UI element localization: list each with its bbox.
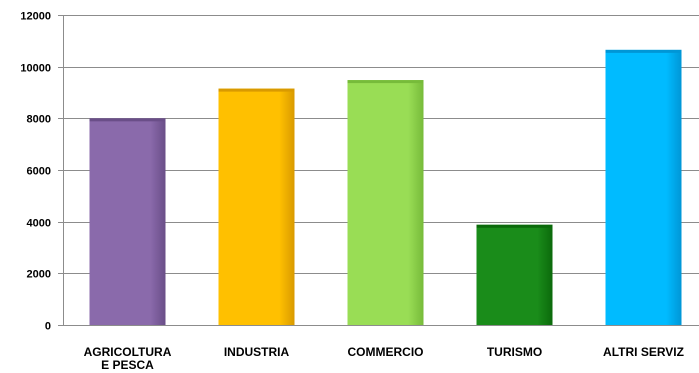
y-tick-label: 12000 <box>20 11 51 23</box>
y-tick-label: 10000 <box>20 63 51 75</box>
bar-top-edge <box>218 88 295 92</box>
bars <box>89 49 682 325</box>
y-tick-label: 0 <box>45 321 51 333</box>
y-tick-label: 4000 <box>27 218 51 230</box>
x-category-label: ALTRI SERVIZ <box>603 345 684 359</box>
bar-top-edge <box>605 49 682 53</box>
x-category-label: INDUSTRIA <box>224 345 290 359</box>
x-category-label: COMMERCIO <box>348 345 424 359</box>
x-category-label: TURISMO <box>487 345 542 359</box>
x-category-label: E PESCA <box>101 358 154 372</box>
bar-top-edge <box>476 224 553 228</box>
x-category-label: AGRICOLTURA <box>84 345 172 359</box>
y-tick-label: 6000 <box>27 166 51 178</box>
bar <box>605 49 682 325</box>
y-axis-ticks: 0 2000 4000 6000 8000 10000 12000 <box>20 11 63 333</box>
bar <box>89 118 166 325</box>
bar-top-edge <box>89 118 166 122</box>
bar <box>476 224 553 325</box>
bar-top-edge <box>347 80 424 84</box>
bar <box>218 88 295 325</box>
y-tick-label: 2000 <box>27 269 51 281</box>
bar <box>347 80 424 325</box>
y-tick-label: 8000 <box>27 114 51 126</box>
